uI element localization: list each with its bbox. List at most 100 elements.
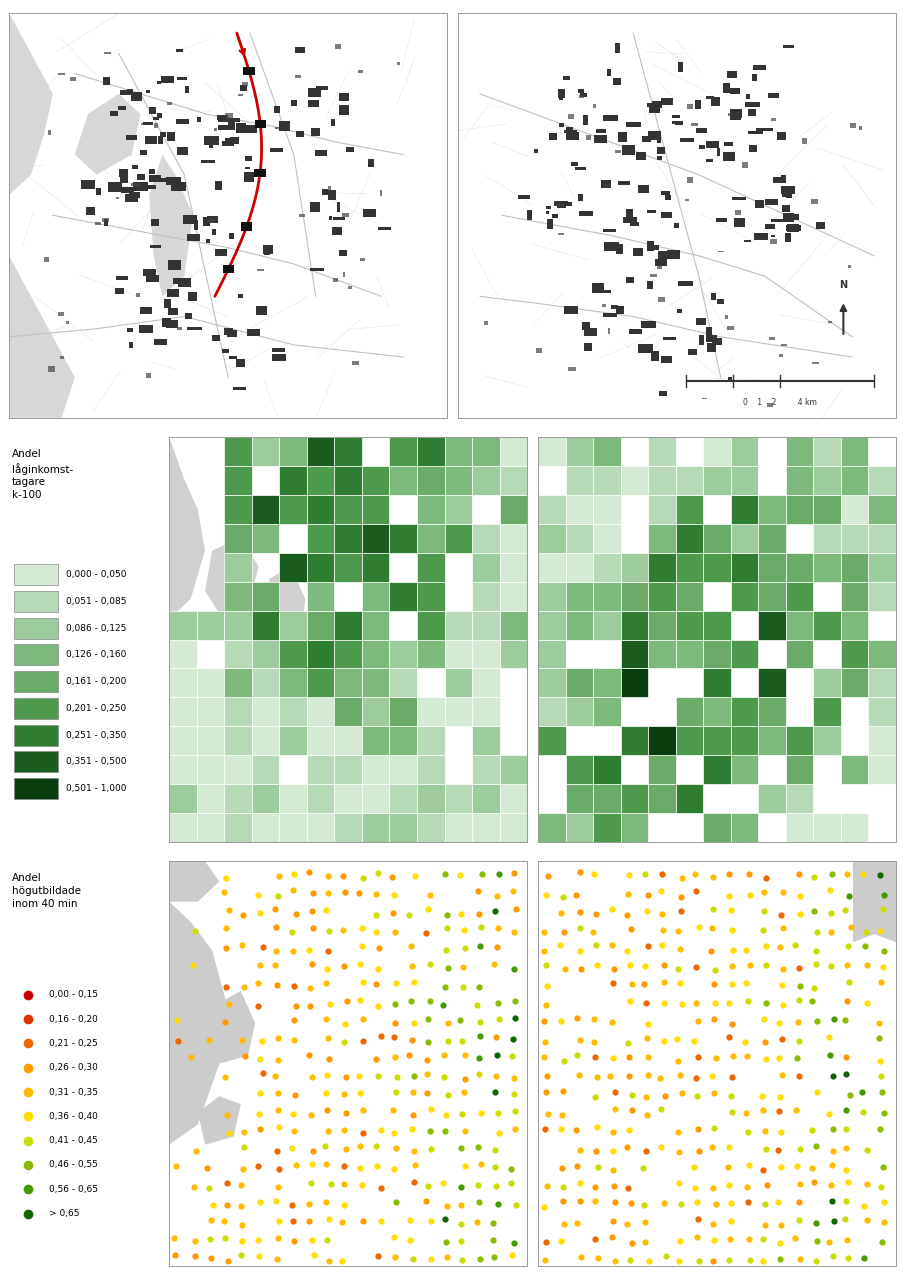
Bar — [329, 216, 332, 220]
Bar — [225, 138, 233, 146]
Bar — [650, 274, 657, 278]
Bar — [196, 669, 224, 697]
Bar — [472, 466, 500, 495]
Bar — [359, 258, 365, 261]
Bar — [343, 272, 346, 278]
Bar — [642, 137, 651, 142]
Bar — [307, 437, 335, 466]
Bar — [236, 124, 245, 133]
Bar — [702, 398, 707, 399]
Bar — [869, 726, 896, 755]
Bar — [95, 223, 100, 225]
Bar — [262, 244, 273, 255]
Bar — [758, 697, 786, 726]
Bar — [711, 97, 720, 105]
Text: 0,501 - 1,000: 0,501 - 1,000 — [66, 784, 127, 793]
Bar — [119, 169, 129, 177]
Bar — [212, 229, 216, 235]
Bar — [500, 553, 528, 582]
Bar — [557, 203, 564, 206]
Bar — [786, 726, 814, 755]
Bar — [848, 265, 851, 269]
Bar — [222, 349, 230, 353]
Bar — [593, 553, 621, 582]
Bar — [104, 219, 109, 226]
Bar — [654, 244, 660, 251]
Bar — [500, 495, 528, 524]
Bar — [417, 813, 444, 842]
Bar — [566, 524, 593, 553]
Bar — [766, 200, 777, 205]
Bar — [580, 93, 587, 97]
Bar — [307, 640, 335, 669]
Bar — [274, 127, 279, 129]
Bar — [48, 366, 55, 372]
Bar — [593, 784, 621, 813]
Bar — [157, 81, 161, 84]
Bar — [167, 289, 179, 297]
Bar — [335, 726, 362, 755]
Bar — [417, 582, 444, 610]
Bar — [252, 669, 280, 697]
Bar — [647, 240, 653, 251]
Bar — [311, 128, 320, 136]
Bar — [707, 335, 718, 343]
Bar — [642, 321, 656, 329]
Bar — [786, 755, 814, 784]
Bar — [706, 160, 713, 162]
Bar — [578, 88, 584, 92]
Bar — [841, 640, 869, 669]
Text: 0,16 - 0,20: 0,16 - 0,20 — [50, 1014, 99, 1023]
Bar — [568, 114, 574, 119]
Bar — [145, 136, 157, 143]
Bar — [149, 106, 156, 114]
Bar — [579, 211, 593, 216]
Bar — [60, 356, 63, 358]
Bar — [252, 582, 280, 610]
Bar — [254, 120, 266, 128]
Bar — [362, 784, 389, 813]
Bar — [500, 640, 528, 669]
Bar — [814, 669, 841, 697]
Bar — [329, 187, 331, 189]
Bar — [279, 122, 290, 130]
Bar — [593, 582, 621, 610]
Bar — [538, 582, 566, 610]
Bar — [196, 726, 224, 755]
Bar — [335, 784, 362, 813]
Bar — [841, 466, 869, 495]
Bar — [676, 610, 703, 640]
Bar — [758, 524, 786, 553]
Bar — [676, 466, 703, 495]
Bar — [331, 119, 335, 125]
Bar — [730, 755, 758, 784]
Bar — [786, 784, 814, 813]
Bar — [321, 188, 328, 194]
Bar — [352, 361, 359, 365]
Bar — [252, 640, 280, 669]
Bar — [44, 257, 49, 262]
Bar — [213, 335, 220, 341]
Bar — [338, 251, 347, 256]
Text: 0,201 - 0,250: 0,201 - 0,250 — [66, 703, 126, 712]
Bar — [623, 145, 635, 155]
Bar — [703, 697, 730, 726]
Bar — [500, 582, 528, 610]
Bar — [167, 132, 176, 141]
Bar — [224, 582, 252, 610]
Bar — [243, 82, 248, 86]
Bar — [149, 175, 161, 182]
Bar — [157, 113, 162, 118]
Bar — [291, 101, 297, 106]
Bar — [725, 315, 729, 320]
Bar — [225, 113, 233, 118]
Bar — [335, 610, 362, 640]
Bar — [300, 214, 305, 217]
Bar — [676, 640, 703, 669]
Bar — [703, 755, 730, 784]
Bar — [706, 96, 714, 98]
Bar — [153, 116, 159, 120]
Bar — [335, 697, 362, 726]
Bar — [224, 697, 252, 726]
Bar — [766, 224, 776, 229]
